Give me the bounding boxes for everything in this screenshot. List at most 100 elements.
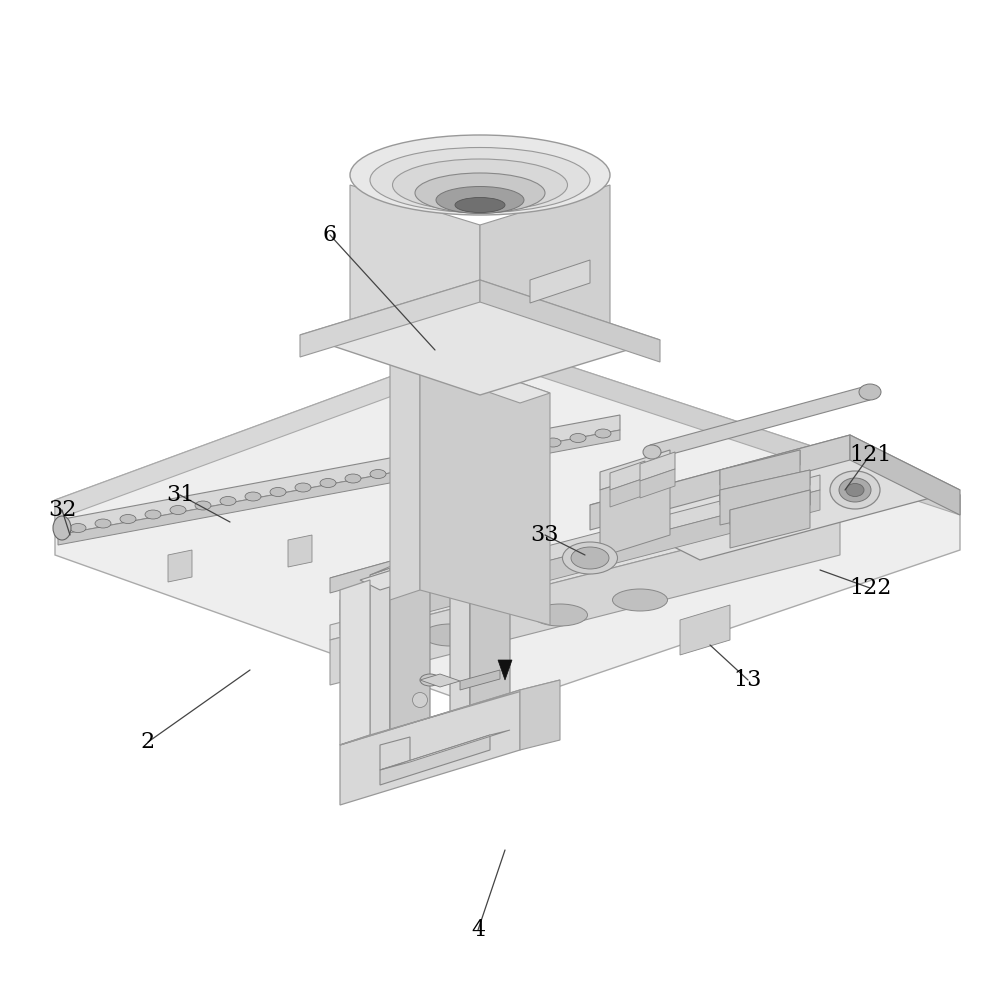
Ellipse shape <box>422 624 478 646</box>
Polygon shape <box>408 520 432 552</box>
Polygon shape <box>58 430 620 545</box>
Ellipse shape <box>415 173 545 213</box>
Polygon shape <box>420 348 550 625</box>
Ellipse shape <box>570 434 586 442</box>
Polygon shape <box>450 553 470 730</box>
Polygon shape <box>330 495 840 640</box>
Polygon shape <box>600 468 670 557</box>
Ellipse shape <box>495 447 511 456</box>
Polygon shape <box>300 280 660 395</box>
Polygon shape <box>420 674 460 687</box>
Polygon shape <box>390 348 420 600</box>
Ellipse shape <box>420 674 440 686</box>
Polygon shape <box>650 385 870 460</box>
Ellipse shape <box>370 470 386 479</box>
Text: 6: 6 <box>323 224 337 246</box>
Ellipse shape <box>395 465 411 474</box>
Ellipse shape <box>436 187 524 213</box>
Polygon shape <box>340 580 370 745</box>
Polygon shape <box>380 737 410 770</box>
Ellipse shape <box>532 604 588 626</box>
Polygon shape <box>390 348 550 403</box>
Polygon shape <box>370 568 390 745</box>
Ellipse shape <box>830 471 880 509</box>
Polygon shape <box>640 469 675 498</box>
Ellipse shape <box>595 429 611 438</box>
Polygon shape <box>590 435 960 560</box>
Polygon shape <box>590 435 850 530</box>
Polygon shape <box>850 435 960 515</box>
Polygon shape <box>720 450 800 485</box>
Polygon shape <box>55 340 960 710</box>
Ellipse shape <box>370 147 590 212</box>
Ellipse shape <box>350 295 610 375</box>
Polygon shape <box>730 490 810 548</box>
Ellipse shape <box>345 474 361 483</box>
Text: 4: 4 <box>471 919 485 941</box>
Polygon shape <box>720 470 810 525</box>
Ellipse shape <box>295 483 311 492</box>
Ellipse shape <box>520 442 536 451</box>
Polygon shape <box>490 340 960 515</box>
Ellipse shape <box>643 445 661 459</box>
Text: 13: 13 <box>734 669 762 691</box>
Text: 32: 32 <box>48 499 76 521</box>
Polygon shape <box>470 535 510 723</box>
Ellipse shape <box>145 510 161 519</box>
Text: 122: 122 <box>849 577 891 599</box>
Ellipse shape <box>392 159 568 211</box>
Ellipse shape <box>53 516 71 540</box>
Ellipse shape <box>70 524 86 533</box>
Polygon shape <box>330 510 840 685</box>
Polygon shape <box>380 730 510 770</box>
Polygon shape <box>340 475 820 615</box>
Polygon shape <box>360 530 540 590</box>
Ellipse shape <box>846 484 864 496</box>
Polygon shape <box>730 490 810 525</box>
Ellipse shape <box>571 547 609 569</box>
Ellipse shape <box>413 692 428 708</box>
Polygon shape <box>640 452 675 481</box>
Ellipse shape <box>545 438 561 447</box>
Text: 121: 121 <box>849 444 891 466</box>
Text: 31: 31 <box>166 484 194 506</box>
Ellipse shape <box>195 501 211 510</box>
Polygon shape <box>168 550 192 582</box>
Polygon shape <box>370 550 430 575</box>
Polygon shape <box>600 450 670 490</box>
Polygon shape <box>340 690 520 805</box>
Ellipse shape <box>245 492 261 501</box>
Polygon shape <box>58 415 620 535</box>
Ellipse shape <box>562 542 618 574</box>
Ellipse shape <box>445 456 461 465</box>
Polygon shape <box>610 461 645 490</box>
Ellipse shape <box>455 198 505 212</box>
Ellipse shape <box>859 384 881 400</box>
Polygon shape <box>380 735 490 785</box>
Ellipse shape <box>420 460 436 470</box>
Ellipse shape <box>120 514 136 524</box>
Polygon shape <box>300 280 480 357</box>
Polygon shape <box>720 450 800 500</box>
Ellipse shape <box>270 488 286 496</box>
Polygon shape <box>340 490 820 635</box>
Ellipse shape <box>320 479 336 488</box>
Ellipse shape <box>220 496 236 505</box>
Ellipse shape <box>470 451 486 460</box>
Polygon shape <box>610 478 645 507</box>
Polygon shape <box>680 605 730 655</box>
Polygon shape <box>480 185 610 375</box>
Polygon shape <box>288 535 312 567</box>
Polygon shape <box>390 550 430 738</box>
Polygon shape <box>460 670 500 690</box>
Ellipse shape <box>95 519 111 528</box>
Polygon shape <box>330 525 520 593</box>
Polygon shape <box>350 185 480 375</box>
Ellipse shape <box>612 589 668 611</box>
Ellipse shape <box>839 478 871 502</box>
Polygon shape <box>55 340 490 520</box>
Polygon shape <box>340 680 560 745</box>
Polygon shape <box>480 280 660 362</box>
Polygon shape <box>330 525 545 590</box>
Text: 33: 33 <box>531 524 559 546</box>
